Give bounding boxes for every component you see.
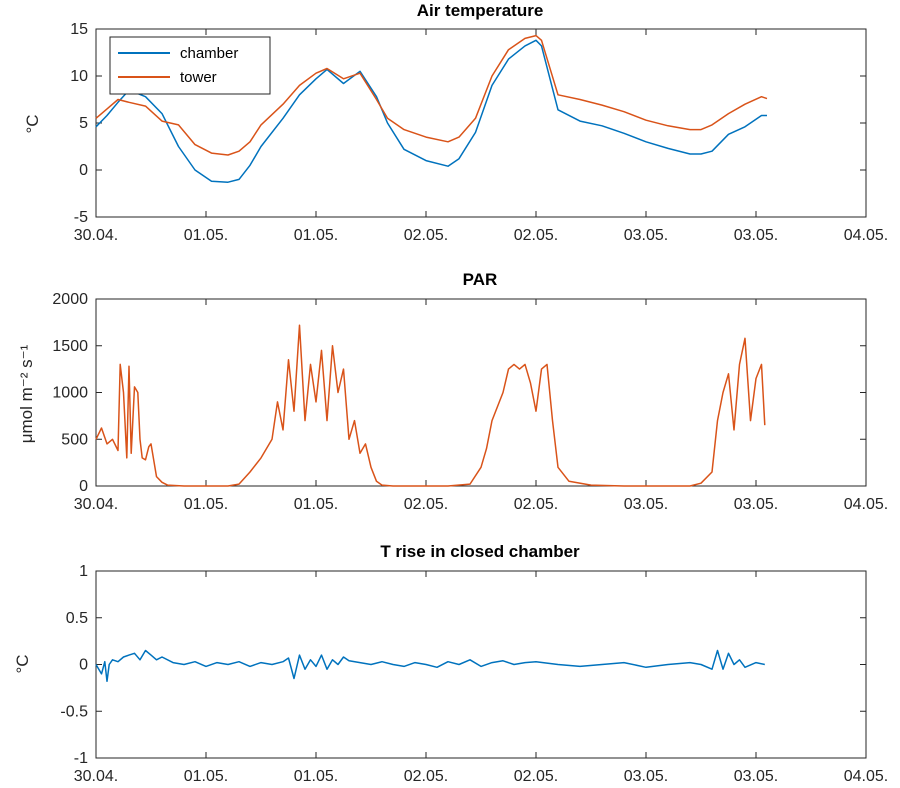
air-temperature-xtick-label: 02.05. [404, 227, 448, 244]
t-rise-xtick-label: 30.04. [74, 768, 118, 785]
par-axes-box [95, 298, 867, 487]
air-temperature-ytick-label: 10 [70, 68, 88, 85]
par-ylabel: μmol m⁻² s⁻¹ [17, 344, 36, 443]
legend-label-tower: tower [180, 69, 217, 86]
air-temperature-plot-area: -5 0 5 10 15 30.04. 01.05. 01.05. 02.05. 02.05. 03… [70, 21, 888, 244]
par-xtick-label: 01.05. [184, 496, 228, 513]
par-xtick-label: 03.05. [734, 496, 778, 513]
t-rise-xtick-label: 04.05. [844, 768, 888, 785]
legend: chamber tower [109, 36, 271, 95]
par-xtick-label: 02.05. [404, 496, 448, 513]
air-temperature-ytick-label: 15 [70, 21, 88, 38]
air-temperature-xtick-label: 30.04. [74, 227, 118, 244]
par-ytick-label: 1500 [52, 338, 88, 355]
air-temperature-xtick-label: 04.05. [844, 227, 888, 244]
t-rise-ytick-label: -1 [74, 750, 88, 767]
t-rise-ytick-label: -0.5 [60, 703, 88, 720]
t-rise-title: T rise in closed chamber [380, 542, 580, 561]
par-title: PAR [463, 270, 498, 289]
air-temperature-ylabel: °C [23, 114, 42, 133]
par-ytick-label: 2000 [52, 291, 88, 308]
air-temperature-xtick-label: 03.05. [734, 227, 778, 244]
par-ytick-label: 500 [61, 431, 88, 448]
par-xtick-label: 03.05. [624, 496, 668, 513]
par-ytick-label: 0 [79, 478, 88, 495]
air-temperature-panel: Air temperature °C -5 0 5 10 15 30.04. 01.05. 0… [23, 1, 888, 244]
air-temperature-series-tower-line [95, 34, 768, 156]
air-temperature-ytick-label: -5 [74, 209, 88, 226]
air-temperature-title: Air temperature [417, 1, 544, 20]
par-xtick-label: 30.04. [74, 496, 118, 513]
par-plot-area: 0 500 1000 1500 2000 30.04. 01.05. 01.05. 02.05.… [52, 291, 888, 513]
air-temperature-xtick-label: 01.05. [294, 227, 338, 244]
t-rise-xtick-label: 02.05. [404, 768, 448, 785]
t-rise-ylabel: °C [13, 654, 32, 673]
legend-label-chamber: chamber [180, 45, 238, 62]
t-rise-panel: T rise in closed chamber °C -1 -0.5 0 0.5 1 3… [13, 542, 888, 785]
t-rise-plot-area: -1 -0.5 0 0.5 1 30.04. 01.05. 01.05. 02.05. 02.05… [60, 563, 888, 785]
par-xtick-label: 02.05. [514, 496, 558, 513]
t-rise-xtick-label: 02.05. [514, 768, 558, 785]
air-temperature-xtick-label: 01.05. [184, 227, 228, 244]
par-series-par-line [95, 324, 766, 487]
t-rise-xtick-label: 03.05. [624, 768, 668, 785]
t-rise-series-t-rise-line [95, 649, 765, 683]
t-rise-ytick-label: 1 [79, 563, 88, 580]
air-temperature-series-chamber-line [95, 39, 767, 183]
par-ytick-label: 1000 [52, 385, 88, 402]
air-temperature-ytick-label: 5 [79, 115, 88, 132]
t-rise-xtick-label: 03.05. [734, 768, 778, 785]
air-temperature-ytick-label: 0 [79, 162, 88, 179]
t-rise-ytick-label: 0.5 [66, 610, 88, 627]
air-temperature-xtick-label: 03.05. [624, 227, 668, 244]
t-rise-xtick-label: 01.05. [294, 768, 338, 785]
par-xtick-label: 04.05. [844, 496, 888, 513]
t-rise-xtick-label: 01.05. [184, 768, 228, 785]
legend-box [109, 36, 271, 95]
air-temperature-xtick-label: 02.05. [514, 227, 558, 244]
t-rise-ytick-label: 0 [79, 657, 88, 674]
par-xtick-label: 01.05. [294, 496, 338, 513]
